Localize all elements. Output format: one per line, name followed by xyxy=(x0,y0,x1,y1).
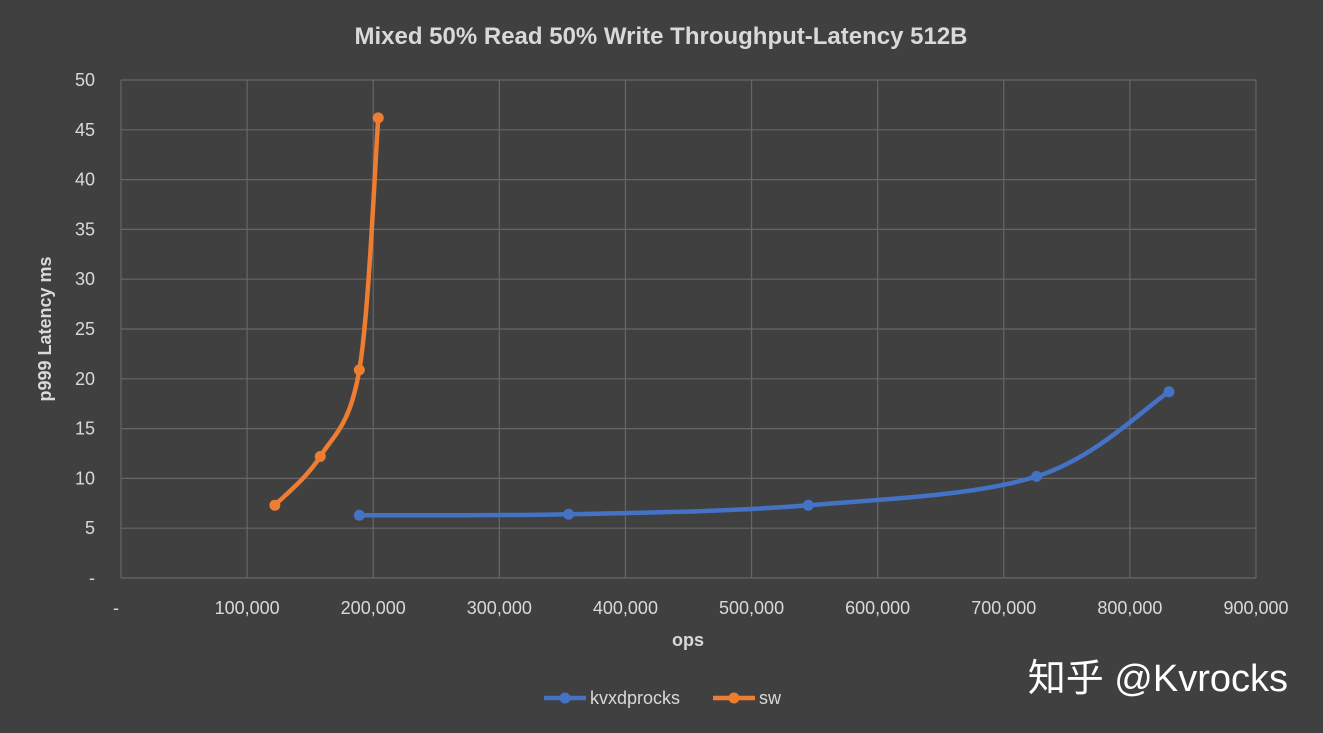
y-tick-label: 40 xyxy=(75,170,95,190)
x-tick-label: 200,000 xyxy=(341,598,406,618)
y-tick-label: 15 xyxy=(75,419,95,439)
legend-swatch-marker xyxy=(728,692,740,704)
data-point-sw xyxy=(314,450,326,462)
data-point-kvxdprocks xyxy=(563,508,575,520)
x-tick-label: 100,000 xyxy=(215,598,280,618)
x-tick-label: 400,000 xyxy=(593,598,658,618)
plot-series xyxy=(269,112,1175,521)
data-point-kvxdprocks xyxy=(1163,386,1175,398)
data-point-sw xyxy=(372,112,384,124)
x-tick-label: - xyxy=(113,598,119,618)
y-tick-label: 50 xyxy=(75,70,95,90)
x-tick-label: 700,000 xyxy=(971,598,1036,618)
series-line-kvxdprocks xyxy=(357,389,1172,518)
data-point-sw xyxy=(353,364,365,376)
axis-ticks: - 5 10 15 20 25 30 35 40 45 50 - 100,000 200,000 300,0… xyxy=(75,70,1289,618)
x-tick-label: 300,000 xyxy=(467,598,532,618)
x-tick-label: 500,000 xyxy=(719,598,784,618)
y-axis-label: p999 Latency ms xyxy=(35,256,55,401)
legend-label: sw xyxy=(759,688,782,708)
data-point-sw xyxy=(269,499,281,511)
y-tick-label: 35 xyxy=(75,219,95,239)
series-line-sw xyxy=(272,115,381,508)
y-tick-label: 20 xyxy=(75,369,95,389)
y-tick-label: 10 xyxy=(75,468,95,488)
y-tick-label: 45 xyxy=(75,120,95,140)
data-point-kvxdprocks xyxy=(802,499,814,511)
gridlines xyxy=(120,79,1257,579)
legend-label: kvxdprocks xyxy=(590,688,680,708)
legend-swatch-marker xyxy=(559,692,571,704)
y-tick-label: 25 xyxy=(75,319,95,339)
legend: kvxdprocks sw xyxy=(544,688,782,708)
x-axis-label: ops xyxy=(672,630,704,650)
y-tick-label: 5 xyxy=(85,518,95,538)
y-tick-label: 30 xyxy=(75,269,95,289)
data-point-kvxdprocks xyxy=(353,509,365,521)
watermark: 知乎 @Kvrocks xyxy=(1028,658,1288,700)
chart-title: Mixed 50% Read 50% Write Throughput-Late… xyxy=(354,23,967,50)
x-tick-label: 800,000 xyxy=(1097,598,1162,618)
y-tick-label: - xyxy=(89,568,95,588)
x-tick-label: 900,000 xyxy=(1223,598,1288,618)
data-point-kvxdprocks xyxy=(1031,470,1043,482)
x-tick-label: 600,000 xyxy=(845,598,910,618)
